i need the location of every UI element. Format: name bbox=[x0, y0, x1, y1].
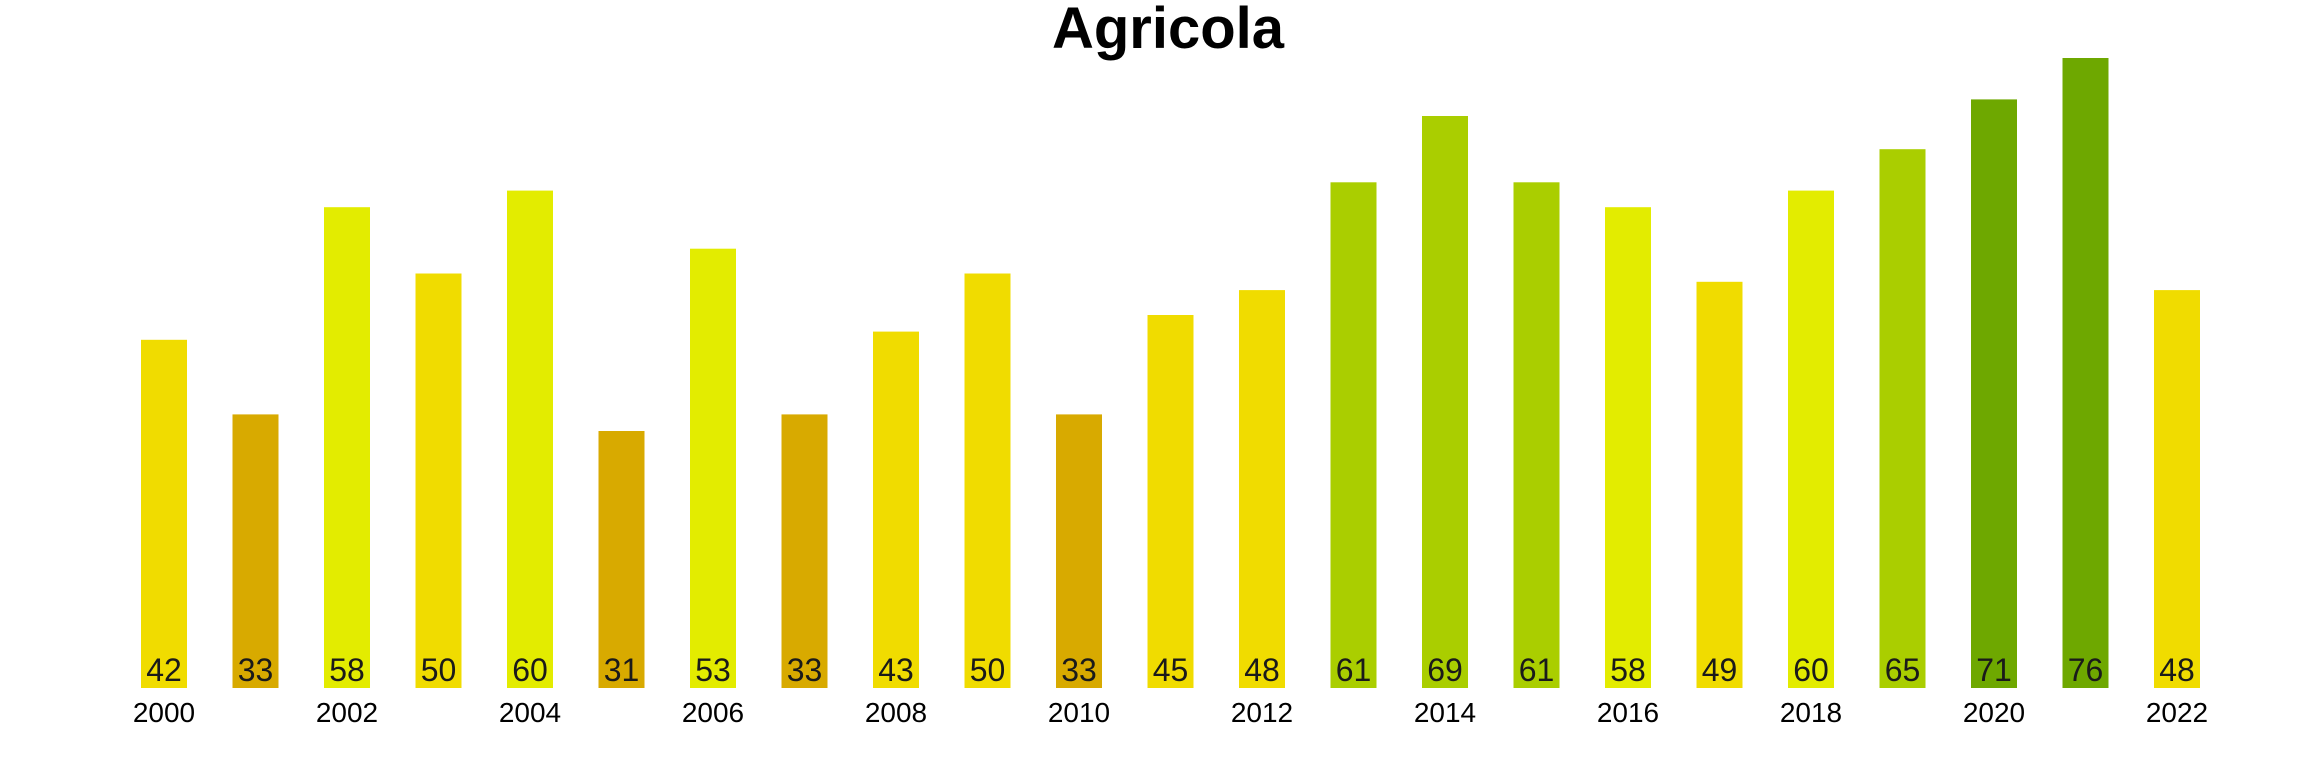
bar-2016 bbox=[1605, 207, 1651, 688]
value-label-2012: 48 bbox=[1244, 652, 1280, 688]
value-label-2010: 33 bbox=[1061, 652, 1097, 688]
x-tick-label-2016: 2016 bbox=[1597, 697, 1659, 728]
bar-2000 bbox=[141, 339, 187, 688]
bars-layer bbox=[141, 58, 2200, 689]
bar-2020 bbox=[1971, 99, 2017, 688]
bar-2002 bbox=[324, 207, 370, 688]
value-label-2004: 60 bbox=[512, 652, 548, 688]
bar-2018 bbox=[1788, 190, 1834, 688]
value-label-2013: 61 bbox=[1336, 652, 1372, 688]
x-tick-label-2000: 2000 bbox=[133, 697, 195, 728]
value-label-2007: 33 bbox=[787, 652, 823, 688]
bar-2003 bbox=[415, 273, 462, 688]
value-label-2003: 50 bbox=[421, 652, 457, 688]
bar-2011 bbox=[1147, 315, 1194, 688]
value-label-2022: 48 bbox=[2159, 652, 2195, 688]
bar-2005 bbox=[598, 431, 645, 688]
value-label-2000: 42 bbox=[146, 652, 182, 688]
value-label-2002: 58 bbox=[329, 652, 365, 688]
value-label-2006: 53 bbox=[695, 652, 731, 688]
x-tick-label-2020: 2020 bbox=[1963, 697, 2025, 728]
bar-2017 bbox=[1696, 281, 1743, 688]
bar-2001 bbox=[232, 414, 279, 688]
bar-2013 bbox=[1330, 182, 1377, 689]
value-label-2017: 49 bbox=[1702, 652, 1738, 688]
bar-2014 bbox=[1422, 116, 1468, 688]
bar-2006 bbox=[690, 248, 736, 688]
value-label-2014: 69 bbox=[1427, 652, 1463, 688]
value-label-2001: 33 bbox=[238, 652, 274, 688]
bar-2008 bbox=[873, 331, 919, 688]
x-tick-label-2018: 2018 bbox=[1780, 697, 1842, 728]
value-label-2016: 58 bbox=[1610, 652, 1646, 688]
x-tick-label-2004: 2004 bbox=[499, 697, 561, 728]
x-tick-label-2008: 2008 bbox=[865, 697, 927, 728]
value-label-2019: 65 bbox=[1885, 652, 1921, 688]
x-tick-label-2006: 2006 bbox=[682, 697, 744, 728]
bar-2004 bbox=[507, 190, 553, 688]
value-label-2021: 76 bbox=[2068, 652, 2104, 688]
bar-2015 bbox=[1513, 182, 1560, 689]
value-label-2005: 31 bbox=[604, 652, 640, 688]
bar-2009 bbox=[964, 273, 1011, 688]
chart-title: Agricola bbox=[1052, 0, 1285, 61]
bar-2012 bbox=[1239, 290, 1285, 688]
value-label-2008: 43 bbox=[878, 652, 914, 688]
x-axis-ticks: 2000 2002 2004 2006 2008 2010 2012 2014 2016 2018… bbox=[133, 697, 2208, 728]
bar-2007 bbox=[781, 414, 828, 688]
value-label-2020: 71 bbox=[1976, 652, 2012, 688]
x-tick-label-2022: 2022 bbox=[2146, 697, 2208, 728]
x-tick-label-2002: 2002 bbox=[316, 697, 378, 728]
value-label-2015: 61 bbox=[1519, 652, 1555, 688]
bar-2022 bbox=[2154, 290, 2200, 688]
value-label-2018: 60 bbox=[1793, 652, 1829, 688]
bar-2019 bbox=[1879, 149, 1926, 688]
value-labels-layer: 42 33 58 50 60 31 53 33 43 50 33 45 48 61 69 61 58 49 60 65… bbox=[146, 652, 2195, 688]
x-tick-label-2014: 2014 bbox=[1414, 697, 1476, 728]
x-tick-label-2010: 2010 bbox=[1048, 697, 1110, 728]
x-tick-label-2012: 2012 bbox=[1231, 697, 1293, 728]
bar-2021 bbox=[2062, 58, 2109, 688]
value-label-2011: 45 bbox=[1153, 652, 1189, 688]
value-label-2009: 50 bbox=[970, 652, 1006, 688]
bar-2010 bbox=[1056, 414, 1102, 688]
